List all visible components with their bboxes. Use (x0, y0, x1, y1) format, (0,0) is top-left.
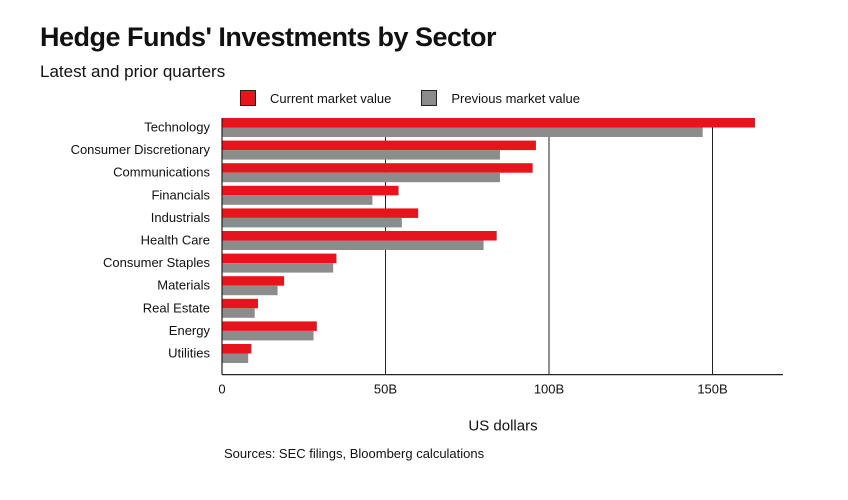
bar-current-7 (222, 276, 285, 286)
legend: Current market value Previous market val… (240, 90, 610, 106)
category-label-6: Consumer Staples (103, 255, 210, 270)
legend-item-current: Current market value (240, 90, 391, 106)
category-label-2: Communications (113, 165, 210, 180)
bar-previous-8 (222, 308, 255, 318)
x-tick-label-2: 100B (534, 382, 564, 397)
x-axis-title: US dollars (468, 418, 537, 435)
bar-previous-4 (222, 217, 402, 228)
bar-previous-6 (222, 263, 334, 273)
bar-previous-3 (222, 195, 373, 205)
category-label-10: Utilities (168, 346, 210, 361)
bar-current-8 (222, 298, 258, 309)
bar-current-4 (222, 208, 419, 218)
category-label-8: Real Estate (143, 300, 210, 315)
bar-current-10 (222, 344, 252, 354)
x-tick-label-0: 0 (218, 382, 225, 397)
chart-subtitle: Latest and prior quarters (40, 62, 226, 81)
category-label-0: Technology (144, 120, 210, 135)
bar-previous-1 (222, 150, 500, 160)
legend-label-current: Current market value (270, 90, 392, 106)
bar-current-5 (222, 231, 497, 241)
x-tick-label-1: 50B (374, 382, 397, 397)
category-label-4: Industrials (151, 210, 211, 225)
legend-swatch-current (240, 90, 256, 106)
bar-current-0 (222, 118, 756, 128)
bar-previous-7 (222, 285, 278, 296)
source-note: Sources: SEC filings, Bloomberg calculat… (224, 446, 485, 461)
bar-current-9 (222, 321, 317, 331)
bar-previous-2 (222, 172, 500, 183)
legend-swatch-previous (421, 90, 438, 106)
bar-current-6 (222, 253, 337, 264)
bar-previous-0 (222, 127, 703, 137)
legend-label-previous: Previous market value (451, 90, 581, 106)
category-label-1: Consumer Discretionary (71, 142, 211, 157)
bar-previous-10 (222, 353, 249, 363)
bar-current-2 (222, 163, 533, 173)
legend-item-previous: Previous market value (421, 90, 580, 106)
bar-current-3 (222, 185, 399, 196)
category-label-9: Energy (169, 323, 211, 338)
bar-current-1 (222, 140, 536, 151)
chart-title: Hedge Funds' Investments by Sector (40, 22, 497, 52)
x-tick-label-3: 150B (697, 382, 727, 397)
category-label-7: Materials (157, 278, 210, 293)
bar-previous-9 (222, 330, 314, 341)
category-label-5: Health Care (141, 233, 210, 248)
category-label-3: Financials (151, 187, 210, 202)
bar-previous-5 (222, 240, 484, 250)
